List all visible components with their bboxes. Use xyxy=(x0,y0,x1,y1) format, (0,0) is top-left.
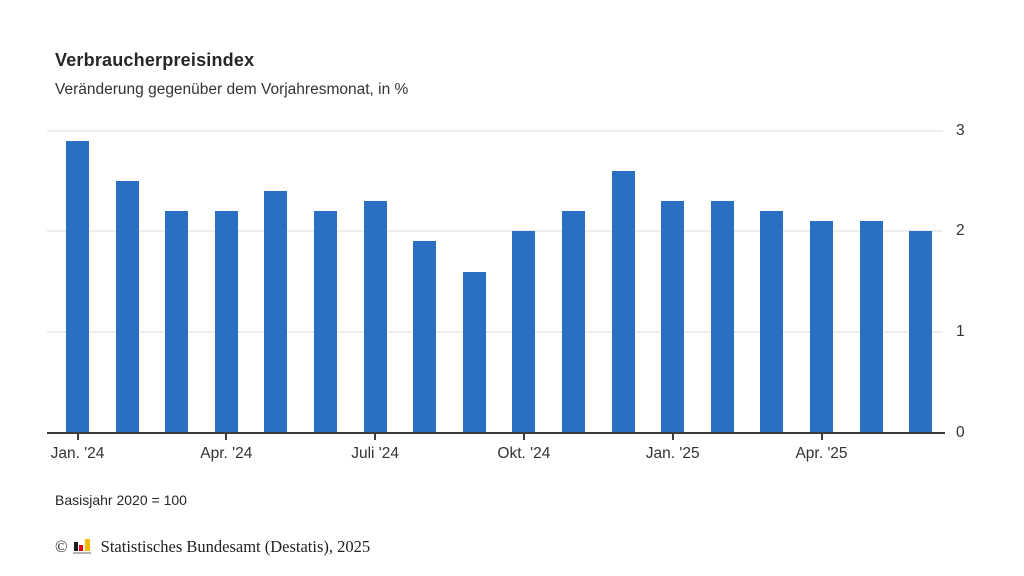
x-tick-label: Jan. '24 xyxy=(50,445,105,462)
bar-März '25[interactable] xyxy=(760,211,784,432)
destatis-logo-icon xyxy=(72,539,92,554)
logo-bar-black xyxy=(73,542,78,551)
copyright-symbol: © xyxy=(55,537,68,556)
bar-Aug. '24[interactable] xyxy=(413,241,437,432)
x-tick-label: Apr. '25 xyxy=(795,445,848,462)
bar-Apr. '25[interactable] xyxy=(810,221,833,432)
logo-bar-gold xyxy=(84,539,90,551)
bar-Feb. '25[interactable] xyxy=(710,201,734,432)
x-tick-label: Apr. '24 xyxy=(200,445,253,462)
bar-Mai '24[interactable] xyxy=(264,191,288,432)
source-text: Statistisches Bundesamt (Destatis), 2025 xyxy=(100,537,371,556)
chart-subtitle: Veränderung gegenüber dem Vorjahresmonat… xyxy=(55,81,409,98)
x-tick-label: Okt. '24 xyxy=(497,445,551,462)
gridline-y1 xyxy=(47,330,943,333)
bar-Dez. '24[interactable] xyxy=(611,171,635,432)
bar-Feb. '24[interactable] xyxy=(115,181,139,432)
x-tick xyxy=(374,434,377,440)
bar-Juni '25[interactable] xyxy=(909,231,933,432)
x-tick-label: Juli '24 xyxy=(351,445,399,462)
bar-Mai '25[interactable] xyxy=(859,221,883,432)
bar-Juli '24[interactable] xyxy=(363,201,387,432)
bar-Sep. '24[interactable] xyxy=(462,271,486,432)
x-tick xyxy=(225,434,228,440)
bar-Jan. '25[interactable] xyxy=(661,201,685,432)
bar-Nov. '24[interactable] xyxy=(562,211,585,432)
chart-title: Verbraucherpreisindex xyxy=(55,50,255,70)
x-axis-line xyxy=(47,432,945,434)
y-tick-label: 1 xyxy=(956,322,965,340)
x-tick xyxy=(671,434,674,440)
logo-baseline xyxy=(72,551,91,554)
y-tick-label: 2 xyxy=(956,222,965,240)
y-tick-label: 3 xyxy=(956,122,965,140)
x-tick xyxy=(76,434,79,440)
source-line: © Statistisches Bundesamt (Destatis), 20… xyxy=(55,537,370,557)
gridline-y2 xyxy=(47,230,943,233)
x-tick xyxy=(820,434,823,440)
y-tick-label: 0 xyxy=(956,424,965,441)
base-year-note: Basisjahr 2020 = 100 xyxy=(55,492,187,508)
x-tick xyxy=(522,434,525,440)
bar-Okt. '24[interactable] xyxy=(512,231,536,432)
bar-Apr. '24[interactable] xyxy=(214,211,238,432)
x-tick-label: Jan. '25 xyxy=(645,445,700,462)
bar-Juni '24[interactable] xyxy=(314,211,337,432)
bar-März '24[interactable] xyxy=(165,211,189,432)
logo-bar-red xyxy=(79,545,84,551)
bar-Jan. '24[interactable] xyxy=(66,141,89,432)
gridline-y3 xyxy=(47,130,943,133)
